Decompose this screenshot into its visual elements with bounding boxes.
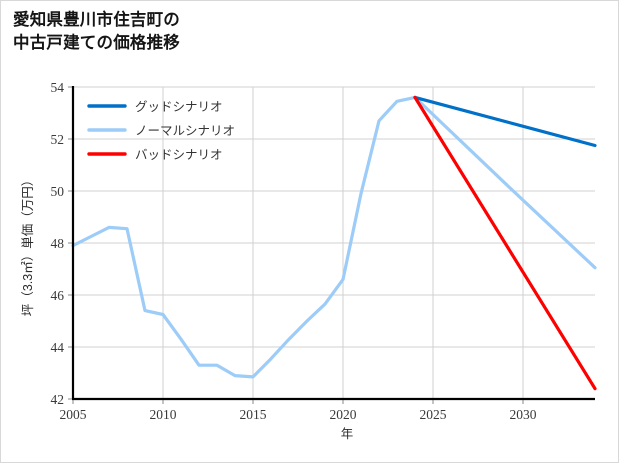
y-tick-label: 54 bbox=[51, 80, 65, 95]
series-line-2 bbox=[71, 95, 597, 379]
y-tick-label: 44 bbox=[51, 340, 65, 355]
series-line-1 bbox=[413, 95, 597, 148]
y-tick-label: 48 bbox=[51, 236, 65, 251]
y-tick-label: 46 bbox=[51, 288, 65, 303]
legend-label-3: バッドシナリオ bbox=[135, 148, 223, 162]
x-tick-label: 2015 bbox=[240, 407, 267, 422]
x-tick-label: 2010 bbox=[150, 407, 177, 422]
y-axis-title: 坪（3.3㎡）単価（万円） bbox=[21, 174, 35, 316]
x-axis-tick-labels: 2005 2010 2015 2020 2025 2030 bbox=[60, 407, 537, 422]
y-tick-label: 52 bbox=[51, 132, 65, 147]
x-tick-label: 2005 bbox=[60, 407, 87, 422]
x-tick-label: 2030 bbox=[510, 407, 537, 422]
data-series-group bbox=[71, 95, 597, 391]
legend-label-1: グッドシナリオ bbox=[135, 100, 223, 114]
x-tick-label: 2020 bbox=[330, 407, 357, 422]
y-tick-label: 50 bbox=[51, 184, 65, 199]
y-tick-label: 42 bbox=[51, 392, 65, 407]
x-axis-title: 年 bbox=[341, 427, 354, 441]
series-line-3 bbox=[413, 95, 597, 391]
legend-label-2: ノーマルシナリオ bbox=[135, 124, 235, 138]
axis-spines bbox=[71, 86, 595, 401]
y-axis-tick-labels: 42 44 46 48 50 52 54 bbox=[51, 80, 65, 407]
chart-title: 愛知県豊川市住吉町の 中古戸建ての価格推移 bbox=[13, 11, 180, 52]
x-tick-label: 2025 bbox=[420, 407, 447, 422]
